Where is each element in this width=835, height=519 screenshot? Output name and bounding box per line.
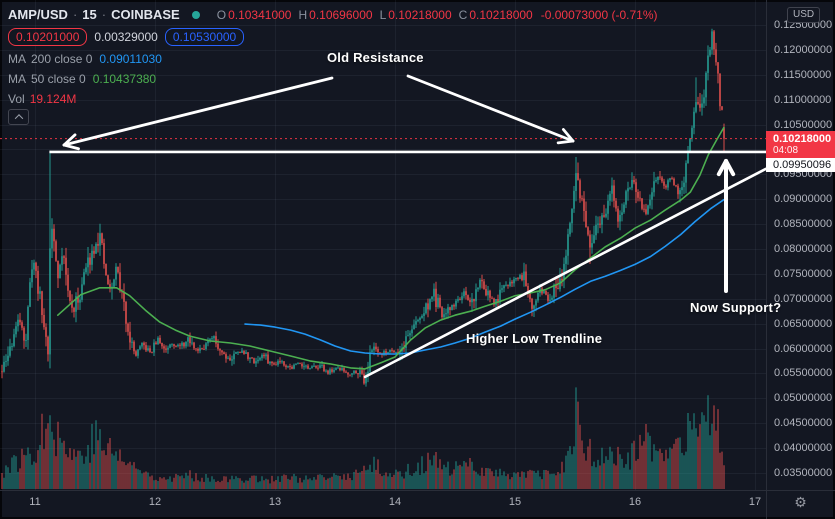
time-axis-label: 13 [268,496,282,508]
time-axis-label: 14 [388,496,402,508]
open-label: O [216,7,227,22]
indicator-params: 200 close 0 [31,52,93,66]
price-axis-label: 0.11500000 [774,69,832,81]
close-label: C [458,7,468,22]
price-axis-label: 0.07000000 [774,293,833,305]
change-value: -0.00073000 (-0.71%) [540,7,658,22]
indicator-params: 50 close 0 [31,72,86,86]
currency-toggle-button[interactable]: USD [787,7,821,23]
bar-countdown: 04:08 [773,145,799,156]
low-value: 0.10218000 [388,7,452,22]
low-label: L [379,7,387,22]
collapse-legend-button[interactable] [8,109,29,125]
high-value: 0.10696000 [309,7,373,22]
price-axis-label: 0.03500000 [774,467,833,479]
volume-value: 19.124M [29,92,77,106]
current-price-value: 0.10218000 [773,133,832,145]
spread-value: 0.00329000 [94,30,158,44]
open-value: 0.10341000 [228,7,292,22]
price-axis-label: 0.05000000 [774,392,833,404]
price-axis-label: 0.09000000 [774,193,833,205]
separator: · [72,7,78,22]
price-axis-label: 0.06000000 [774,343,833,355]
indicator-name: MA [8,52,26,66]
buy-sell-row: 0.10201000 0.00329000 0.10530000 [8,28,658,46]
indicator-value: 0.10437380 [92,72,157,86]
time-axis-label: 11 [29,496,41,508]
price-axis[interactable]: 0.12500000 0.12000000 0.11500000 0.11000000… [766,0,835,490]
close-value: 0.10218000 [469,7,533,22]
time-axis-label: 12 [148,496,162,508]
price-axis-label: 0.05500000 [774,367,833,379]
price-axis-label: 0.08000000 [774,243,833,255]
volume-label: Vol [8,92,25,106]
high-label: H [298,7,308,22]
annotation-now-support: Now Support? [690,300,782,315]
price-axis-label: 0.04000000 [774,442,833,454]
exchange-label[interactable]: COINBASE [111,7,180,22]
ohlc-readout: O 0.10341000 H 0.10696000 L 0.10218000 C 0.1… [210,8,533,22]
axis-settings-corner: ⚙ [766,490,835,514]
indicator-ma50-row[interactable]: MA 50 close 0 0.10437380 [8,72,658,86]
market-status-dot-icon [191,10,200,19]
symbol-name[interactable]: AMP/USD [8,7,68,22]
price-axis-label: 0.08500000 [774,218,833,230]
time-axis-label: 15 [508,496,522,508]
time-axis[interactable]: 11 12 13 14 15 16 17 [0,490,766,514]
gear-icon[interactable]: ⚙ [794,494,807,510]
time-axis-label: 16 [628,496,642,508]
price-axis-label: 0.10500000 [774,119,833,131]
chart-legend: AMP/USD · 15 · COINBASE O 0.10341000 H 0.1… [8,7,658,106]
indicator-ma200-row[interactable]: MA 200 close 0 0.09011030 [8,52,658,66]
time-axis-label: 17 [748,496,762,508]
sell-price-button[interactable]: 0.10201000 [8,28,88,46]
price-axis-label: 0.04500000 [774,417,833,429]
drawing-price-badge: 0.09950096 [766,158,835,172]
price-axis-label: 0.11000000 [774,94,832,106]
current-price-badge: 0.10218000 04:08 [766,131,835,158]
chevron-up-icon [14,114,23,123]
annotation-higher-low-trendline: Higher Low Trendline [466,331,603,346]
price-axis-label: 0.07500000 [774,268,833,280]
separator: · [101,7,107,22]
volume-indicator-row[interactable]: Vol 19.124M [8,92,658,106]
indicator-name: MA [8,72,26,86]
annotation-old-resistance: Old Resistance [327,50,424,65]
price-axis-label: 0.12000000 [774,44,833,56]
interval-label[interactable]: 15 [82,7,97,22]
symbol-row[interactable]: AMP/USD · 15 · COINBASE O 0.10341000 H 0.1… [8,7,658,22]
indicator-value: 0.09011030 [99,52,162,66]
price-axis-label: 0.06500000 [774,318,833,330]
buy-price-button[interactable]: 0.10530000 [164,28,245,46]
